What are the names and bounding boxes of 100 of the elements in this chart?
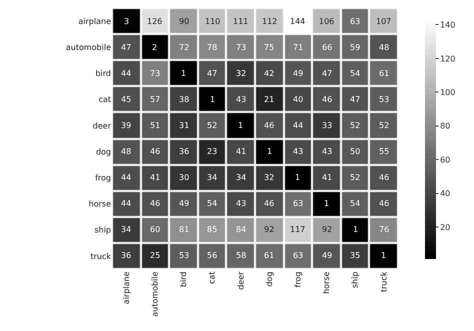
data-label: 43: [293, 147, 304, 156]
data-label: 51: [150, 121, 160, 130]
data-label: 39: [121, 121, 132, 130]
data-label: 47: [121, 43, 132, 52]
data-label: 43: [322, 147, 332, 156]
data-label: 38: [179, 95, 190, 104]
data-label: 44: [121, 199, 132, 208]
data-label: 44: [293, 121, 304, 130]
data-label: 92: [264, 225, 274, 234]
data-label: 1: [181, 69, 186, 78]
data-label: 42: [264, 69, 274, 78]
data-label: 1: [324, 199, 330, 208]
y-tick-label: airplane: [78, 16, 112, 26]
data-label: 34: [236, 173, 246, 182]
x-tick-label: deer: [236, 270, 246, 290]
y-tick-label: automobile: [66, 42, 112, 52]
data-label: 1: [295, 173, 300, 182]
data-label: 1: [267, 147, 272, 156]
data-label: 63: [350, 17, 360, 26]
data-label: 52: [379, 121, 390, 130]
data-label: 90: [179, 17, 190, 26]
data-label: 44: [121, 173, 132, 182]
data-label: 66: [322, 43, 332, 52]
data-label: 36: [121, 251, 132, 260]
data-label: 73: [150, 69, 160, 78]
data-label: 34: [121, 225, 132, 234]
data-label: 31: [179, 121, 190, 130]
data-label: 117: [290, 225, 306, 234]
data-label: 144: [290, 17, 306, 26]
data-label: 46: [150, 147, 160, 156]
data-label: 59: [350, 43, 360, 52]
data-label: 46: [150, 199, 160, 208]
data-label: 73: [236, 43, 246, 52]
color-bar-label: 100: [440, 88, 456, 97]
data-label: 81: [179, 225, 190, 234]
data-label: 71: [293, 43, 304, 52]
data-label: 32: [236, 69, 246, 78]
x-tick-label: bird: [179, 272, 188, 288]
data-label: 40: [293, 95, 304, 104]
data-label: 111: [233, 17, 248, 26]
data-label: 76: [379, 225, 390, 234]
data-label: 56: [207, 251, 218, 260]
data-label: 46: [264, 199, 274, 208]
data-label: 47: [350, 95, 360, 104]
data-label: 61: [379, 69, 390, 78]
y-tick-label: bird: [95, 69, 111, 78]
data-label: 46: [322, 95, 332, 104]
data-label: 78: [207, 43, 218, 52]
x-tick-label: dog: [264, 272, 274, 287]
data-label: 106: [319, 17, 334, 26]
color-bar-label: 120: [440, 54, 456, 64]
data-label: 33: [322, 121, 332, 130]
data-label: 46: [379, 173, 390, 182]
data-label: 21: [264, 95, 274, 104]
data-label: 41: [236, 147, 246, 156]
data-label: 34: [207, 173, 218, 182]
data-label: 41: [322, 173, 332, 182]
data-label: 54: [350, 199, 360, 208]
data-label: 52: [350, 173, 360, 182]
data-label: 84: [236, 225, 246, 234]
data-label: 55: [379, 147, 390, 156]
data-label: 1: [381, 251, 386, 260]
data-label: 2: [152, 43, 158, 52]
data-label: 126: [147, 17, 162, 26]
data-label: 1: [238, 121, 244, 130]
data-label: 57: [150, 95, 160, 104]
data-label: 1: [210, 95, 216, 104]
color-bar-label: 20: [440, 222, 450, 232]
data-label: 52: [207, 121, 218, 130]
y-tick-label: cat: [98, 95, 111, 104]
data-label: 44: [121, 69, 132, 78]
data-label: 1: [353, 225, 358, 234]
data-label: 85: [207, 225, 218, 234]
data-label: 46: [379, 199, 390, 208]
x-tick-label: automobile: [150, 272, 160, 317]
y-tick-label: truck: [90, 252, 112, 261]
data-label: 112: [262, 17, 278, 26]
data-label: 92: [322, 225, 332, 234]
data-label: 61: [264, 251, 274, 260]
data-label: 72: [179, 43, 190, 52]
y-tick-label: dog: [96, 147, 111, 156]
data-label: 45: [121, 95, 132, 104]
data-label: 32: [264, 173, 274, 182]
color-bar-label: 140: [440, 20, 456, 30]
data-label: 54: [350, 69, 360, 78]
data-label: 107: [376, 17, 392, 26]
data-label: 30: [179, 173, 190, 182]
y-tick-label: deer: [92, 121, 112, 130]
data-label: 75: [264, 43, 274, 52]
data-label: 43: [236, 95, 246, 104]
color-bar-label: 80: [440, 122, 450, 131]
data-label: 50: [350, 147, 360, 156]
data-label: 46: [264, 121, 274, 130]
data-label: 110: [205, 17, 220, 26]
data-label: 60: [150, 225, 160, 234]
data-label: 49: [322, 251, 332, 260]
data-label: 53: [179, 251, 190, 260]
x-tick-label: truck: [379, 271, 388, 292]
data-label: 47: [207, 69, 218, 78]
x-tick-label: frog: [294, 272, 302, 288]
